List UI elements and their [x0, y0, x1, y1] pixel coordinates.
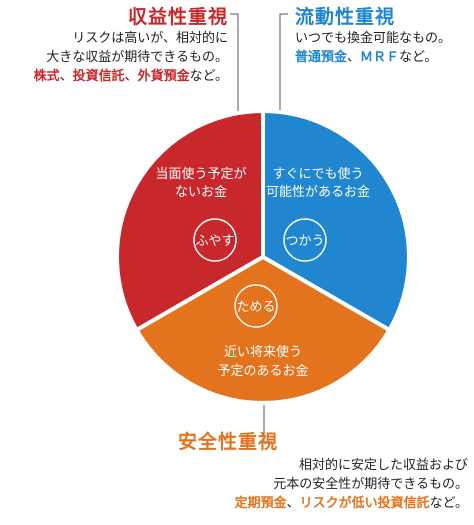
- liquidity-tail: など。: [399, 50, 438, 65]
- safety-desc-line1: 相対的に安定した収益および: [298, 458, 468, 473]
- liquidity-example-ordinary-deposit: 普通預金: [295, 50, 348, 65]
- safety-examples: 定期預金、リスクが低い投資信託など。: [3, 494, 468, 513]
- profit-sep1: 、: [59, 69, 73, 84]
- safety-desc: 相対的に安定した収益および 元本の安全性が期待できるもの。 定期預金、リスクが低…: [3, 456, 468, 513]
- profit-block: 収益性重視 リスクは高いが、相対的に 大きな収益が期待できるもの。 株式、投資信…: [0, 5, 228, 86]
- tsukau-label-circle: [283, 218, 327, 262]
- profit-title: 収益性重視: [127, 6, 228, 28]
- tameru-label-circle: [234, 284, 278, 328]
- sector-tameru: [133, 254, 393, 405]
- leader-line-safety: [263, 396, 272, 443]
- fuyasu-desc-line1: 当面使う予定が: [155, 166, 246, 182]
- sector-tsukau: [261, 108, 411, 333]
- liquidity-title: 流動性重視: [295, 6, 396, 28]
- liquidity-block: 流動性重視 いつでも換金可能なもの。 普通預金、ＭＲＦなど。: [295, 5, 473, 67]
- tameru-label: ためる: [236, 300, 275, 315]
- safety-example-low-risk-funds: リスクが低い投資信託: [299, 496, 430, 511]
- profit-tail: など。: [189, 69, 228, 84]
- leader-line-profit: [230, 13, 239, 146]
- safety-sep1: 、: [286, 496, 300, 511]
- profit-example-funds: 投資信託: [72, 69, 125, 84]
- profit-sep2: 、: [124, 69, 138, 84]
- safety-example-time-deposit: 定期預金: [234, 496, 287, 511]
- profit-example-fx-deposit: 外貨預金: [137, 69, 190, 84]
- safety-title: 安全性重視: [177, 431, 278, 453]
- safety-tail: など。: [429, 496, 468, 511]
- tameru-desc-line2: 予定のあるお金: [217, 363, 308, 379]
- fuyasu-desc-line2: ないお金: [175, 184, 227, 200]
- liquidity-desc-line1: いつでも換金可能なもの。: [295, 31, 452, 46]
- tsukau-desc-line2: 可能性があるお金: [266, 184, 370, 200]
- liquidity-example-mrf: ＭＲＦ: [360, 50, 400, 65]
- profit-example-stocks: 株式: [33, 69, 60, 84]
- fuyasu-label-circle: [193, 218, 237, 262]
- leader-line-liquidity: [279, 13, 288, 146]
- profit-desc-line1: リスクは高いが、相対的に: [72, 31, 228, 46]
- tsukau-label: つかう: [285, 234, 324, 249]
- sector-fuyasu: [115, 108, 265, 333]
- fuyasu-label: ふやす: [195, 234, 234, 249]
- liquidity-sep1: 、: [347, 50, 361, 65]
- safety-desc-line2: 元本の安全性が期待できるもの。: [273, 477, 468, 492]
- tameru-desc-line1: 近い将来使う: [224, 344, 302, 360]
- tsukau-desc-line1: すぐにでも使う: [272, 166, 363, 182]
- liquidity-examples: 普通預金、ＭＲＦなど。: [295, 48, 473, 67]
- safety-block: 安全性重視: [3, 430, 278, 454]
- profit-desc-line2: 大きな収益が期待できるもの。: [46, 50, 228, 65]
- profit-examples: 株式、投資信託、外貨預金など。: [0, 67, 228, 86]
